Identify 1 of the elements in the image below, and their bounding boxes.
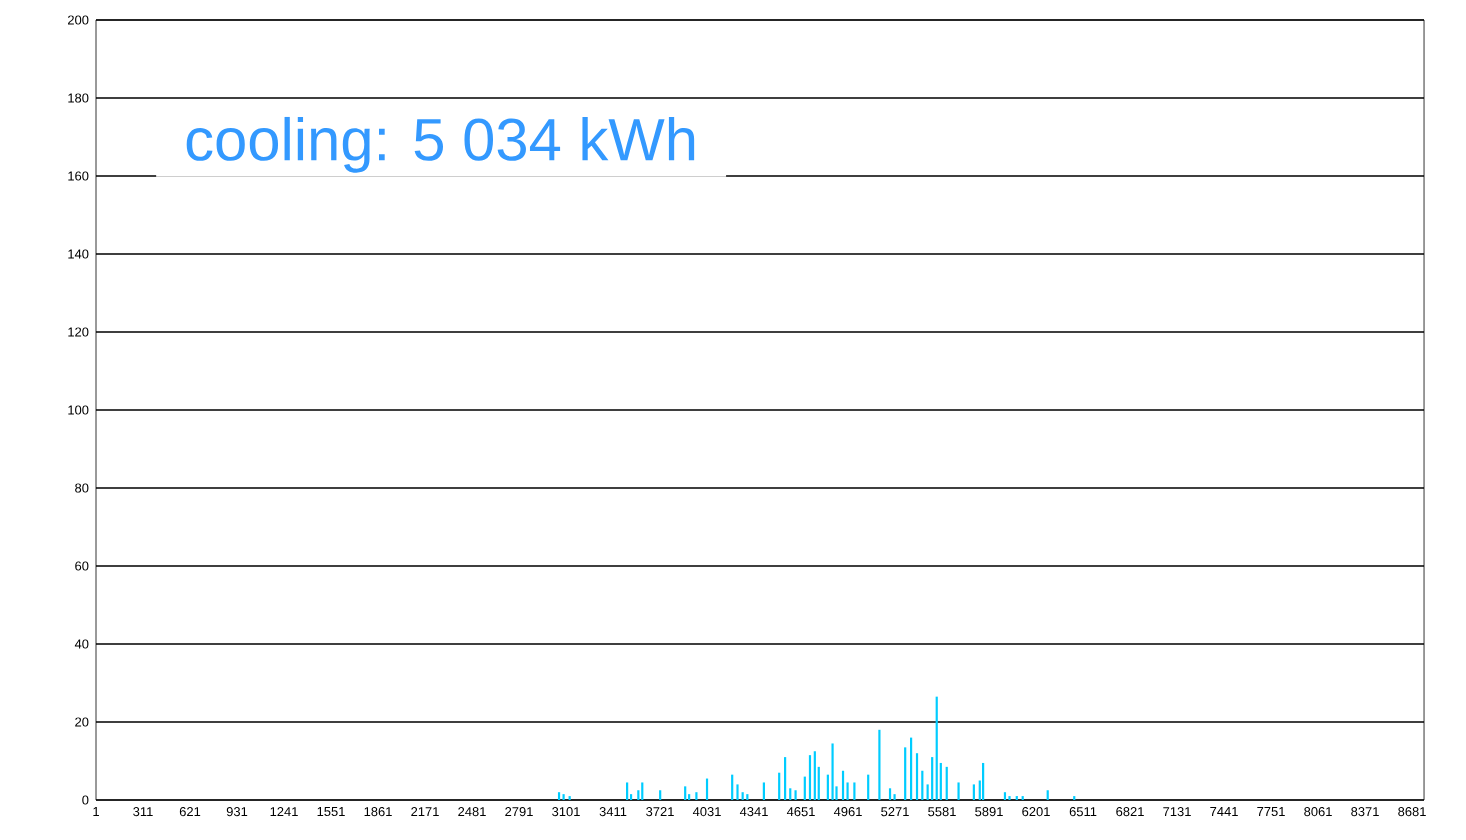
annotation: cooling: 5 034 kWh: [186, 116, 695, 173]
